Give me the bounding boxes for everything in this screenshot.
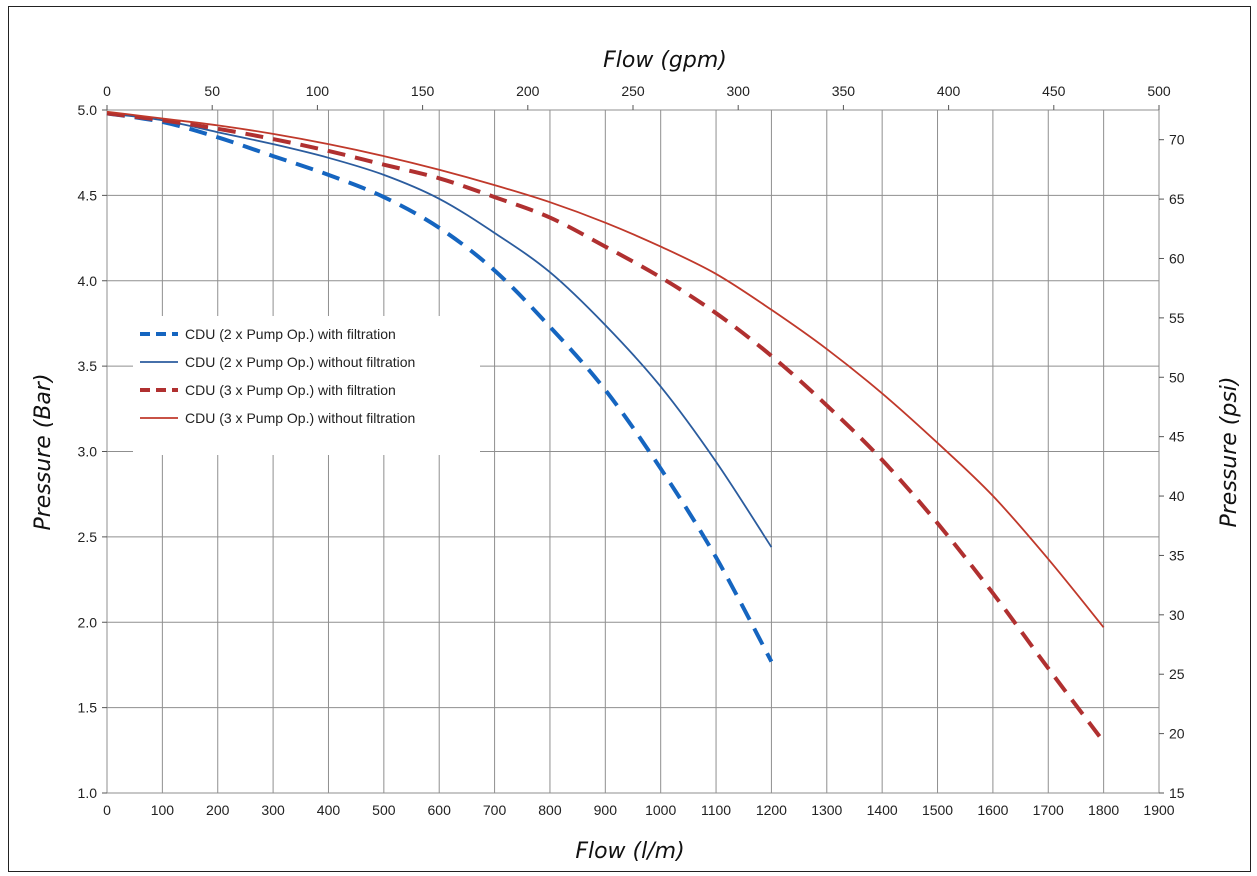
x2-axis-title: Flow (gpm): [603, 48, 727, 73]
x2-tick-label: 0: [103, 83, 111, 99]
x-tick-label: 0: [103, 802, 111, 818]
x-tick-label: 100: [151, 802, 175, 818]
x-tick-label: 500: [372, 802, 396, 818]
legend: CDU (2 x Pump Op.) with filtration CDU (2…: [133, 316, 480, 455]
x-tick-label: 1100: [701, 802, 731, 818]
x-tick-label: 400: [317, 802, 341, 818]
y2-tick-label: 35: [1169, 547, 1185, 563]
series-line-3: [106, 111, 1106, 743]
x-tick-label: 1200: [756, 802, 787, 818]
y2-tick-label: 15: [1169, 785, 1185, 801]
x2-tick-label: 100: [306, 83, 330, 99]
y2-tick-label: 65: [1169, 191, 1185, 207]
y2-tick-label: 50: [1169, 369, 1185, 385]
x-tick-label: 1300: [811, 802, 842, 818]
x2-tick-label: 50: [204, 83, 220, 99]
x-tick-label: 300: [261, 802, 285, 818]
x-tick-label: 1800: [1088, 802, 1119, 818]
y-tick-label: 3.5: [78, 358, 98, 374]
x-tick-label: 1500: [922, 802, 953, 818]
x-tick-label: 600: [428, 802, 452, 818]
y2-tick-label: 60: [1169, 250, 1185, 266]
y-tick-label: 4.5: [78, 187, 98, 203]
y-tick-label: 2.5: [78, 529, 98, 545]
y2-axis-title: Pressure (psi): [1217, 377, 1242, 528]
x-tick-label: 1700: [1033, 802, 1064, 818]
x2-tick-label: 350: [832, 83, 856, 99]
legend-label-1: CDU (2 x Pump Op.) with filtration: [185, 326, 396, 342]
series-lines: [106, 110, 1106, 743]
y-tick-label: 5.0: [78, 102, 98, 118]
series-line-1: [106, 111, 774, 663]
legend-box: [133, 316, 480, 455]
x2-tick-label: 500: [1147, 83, 1171, 99]
x2-tick-label: 450: [1042, 83, 1066, 99]
legend-label-3: CDU (3 x Pump Op.) with filtration: [185, 382, 396, 398]
x-tick-label: 700: [483, 802, 507, 818]
y2-tick-label: 55: [1169, 310, 1185, 326]
x2-tick-label: 150: [411, 83, 435, 99]
x-tick-label: 1400: [867, 802, 898, 818]
x2-tick-label: 300: [727, 83, 751, 99]
x-tick-label: 900: [594, 802, 618, 818]
legend-label-4: CDU (3 x Pump Op.) without filtration: [185, 410, 415, 426]
x-tick-label: 1900: [1143, 802, 1174, 818]
x2-tick-label: 400: [937, 83, 961, 99]
x-axis-title: Flow (l/m): [575, 839, 684, 864]
y2-tick-label: 30: [1169, 607, 1185, 623]
x-tick-label: 1600: [977, 802, 1008, 818]
series-line-2: [106, 112, 773, 548]
x2-tick-label: 200: [516, 83, 540, 99]
y-axis-title: Pressure (Bar): [31, 373, 56, 530]
y-tick-label: 4.0: [78, 273, 98, 289]
series-line-4: [106, 110, 1105, 628]
y-tick-label: 3.0: [78, 444, 98, 460]
legend-label-2: CDU (2 x Pump Op.) without filtration: [185, 354, 415, 370]
y-tick-label: 2.0: [78, 614, 98, 630]
y2-tick-label: 70: [1169, 132, 1185, 148]
x-tick-label: 1000: [645, 802, 676, 818]
y2-tick-label: 45: [1169, 429, 1185, 445]
y-tick-label: 1.0: [78, 785, 98, 801]
y2-tick-label: 40: [1169, 488, 1185, 504]
x-tick-label: 800: [538, 802, 562, 818]
y2-tick-label: 20: [1169, 726, 1185, 742]
x2-tick-label: 250: [621, 83, 645, 99]
y2-tick-label: 25: [1169, 666, 1185, 682]
y-tick-label: 1.5: [78, 700, 98, 716]
tick-labels: 0 100 200 300 400 500 600 700 800 900 1000 1100 1200…: [78, 83, 1185, 818]
x-tick-label: 200: [206, 802, 230, 818]
